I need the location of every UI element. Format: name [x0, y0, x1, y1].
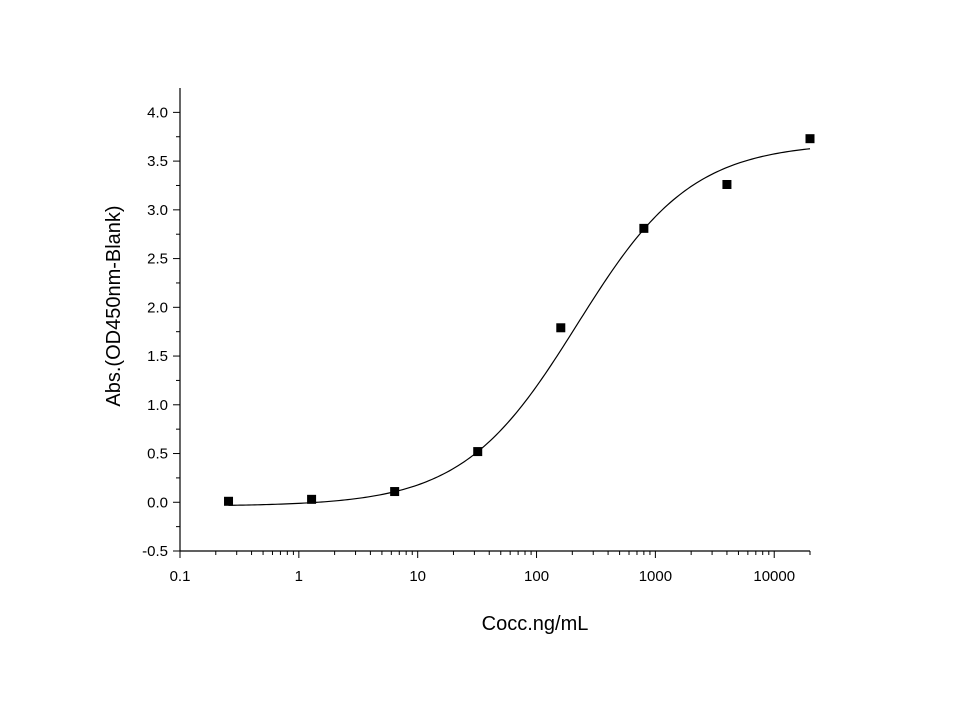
x-tick-label: 10000: [753, 568, 795, 585]
y-tick-label: 0.0: [147, 494, 168, 511]
x-tick-label: 1000: [639, 568, 672, 585]
x-tick-label: 0.1: [170, 568, 191, 585]
x-tick-label: 10: [409, 568, 426, 585]
data-point: [390, 487, 400, 497]
x-axis: 0.1 1 10 100 1000 10000: [170, 551, 811, 585]
y-tick-label: 2.0: [147, 299, 168, 316]
data-point: [722, 179, 732, 189]
y-axis-title: Abs.(OD450nm-Blank): [103, 205, 125, 406]
data-point: [224, 496, 234, 506]
y-tick-label: 2.5: [147, 251, 168, 268]
data-point: [307, 494, 317, 504]
y-tick-label: 1.0: [147, 397, 168, 414]
x-tick-label: 100: [524, 568, 549, 585]
data-point: [805, 134, 815, 144]
x-tick-label: 1: [295, 568, 303, 585]
fit-curve-group: [228, 148, 811, 506]
y-tick-label: 4.0: [147, 104, 168, 121]
x-axis-title: Cocc.ng/mL: [482, 613, 589, 635]
data-point: [473, 447, 483, 457]
y-tick-label: 3.0: [147, 202, 168, 219]
plot-frame: [179, 88, 810, 552]
y-tick-label: 1.5: [147, 348, 168, 365]
data-point: [556, 323, 566, 333]
fit-curve: [228, 148, 811, 506]
y-tick-label: 0.5: [147, 446, 168, 463]
data-points: [224, 134, 815, 506]
y-tick-label: -0.5: [142, 543, 168, 560]
y-axis: -0.5 0.0 0.5 1.0 1.5 2.0 2.5 3.0 3.5 4.0: [142, 104, 180, 560]
y-tick-label: 3.5: [147, 153, 168, 170]
data-point: [639, 223, 649, 233]
